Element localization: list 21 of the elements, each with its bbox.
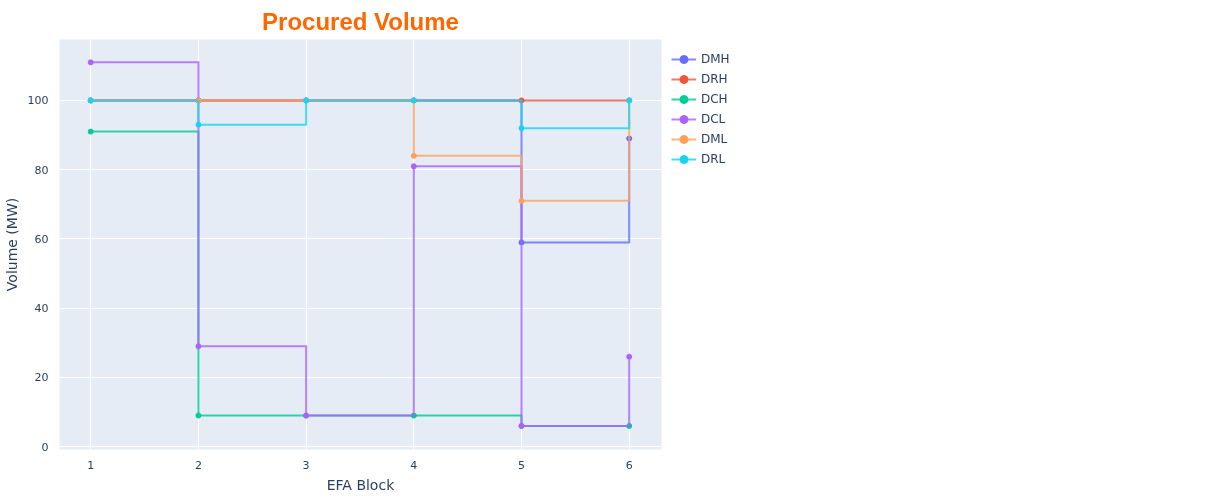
x-tick-label: 2: [194, 458, 202, 472]
legend-label: DCH: [701, 92, 728, 106]
legend-label: DMH: [701, 52, 730, 66]
x-tick-label: 3: [302, 458, 310, 472]
x-tick-label: 4: [410, 458, 418, 472]
chart-title: Procured Volume: [262, 7, 459, 35]
y-tick-label: 40: [34, 302, 49, 316]
y-tick-label: 60: [34, 232, 49, 246]
x-tick-label: 5: [518, 458, 525, 472]
x-tick-label: 1: [87, 458, 95, 472]
x-tick-label: 6: [625, 458, 633, 472]
legend-label: DRL: [701, 152, 726, 166]
y-tick-label: 0: [41, 440, 49, 454]
y-tick-label: 20: [34, 371, 49, 385]
legend-label: DML: [701, 132, 728, 146]
y-axis-title: Volume (MW): [3, 197, 20, 292]
legend-label: DRH: [701, 72, 728, 86]
x-axis-title: EFA Block: [326, 476, 396, 493]
legend-label: DCL: [701, 112, 726, 126]
y-tick-label: 100: [27, 94, 49, 108]
y-tick-label: 80: [34, 163, 49, 177]
